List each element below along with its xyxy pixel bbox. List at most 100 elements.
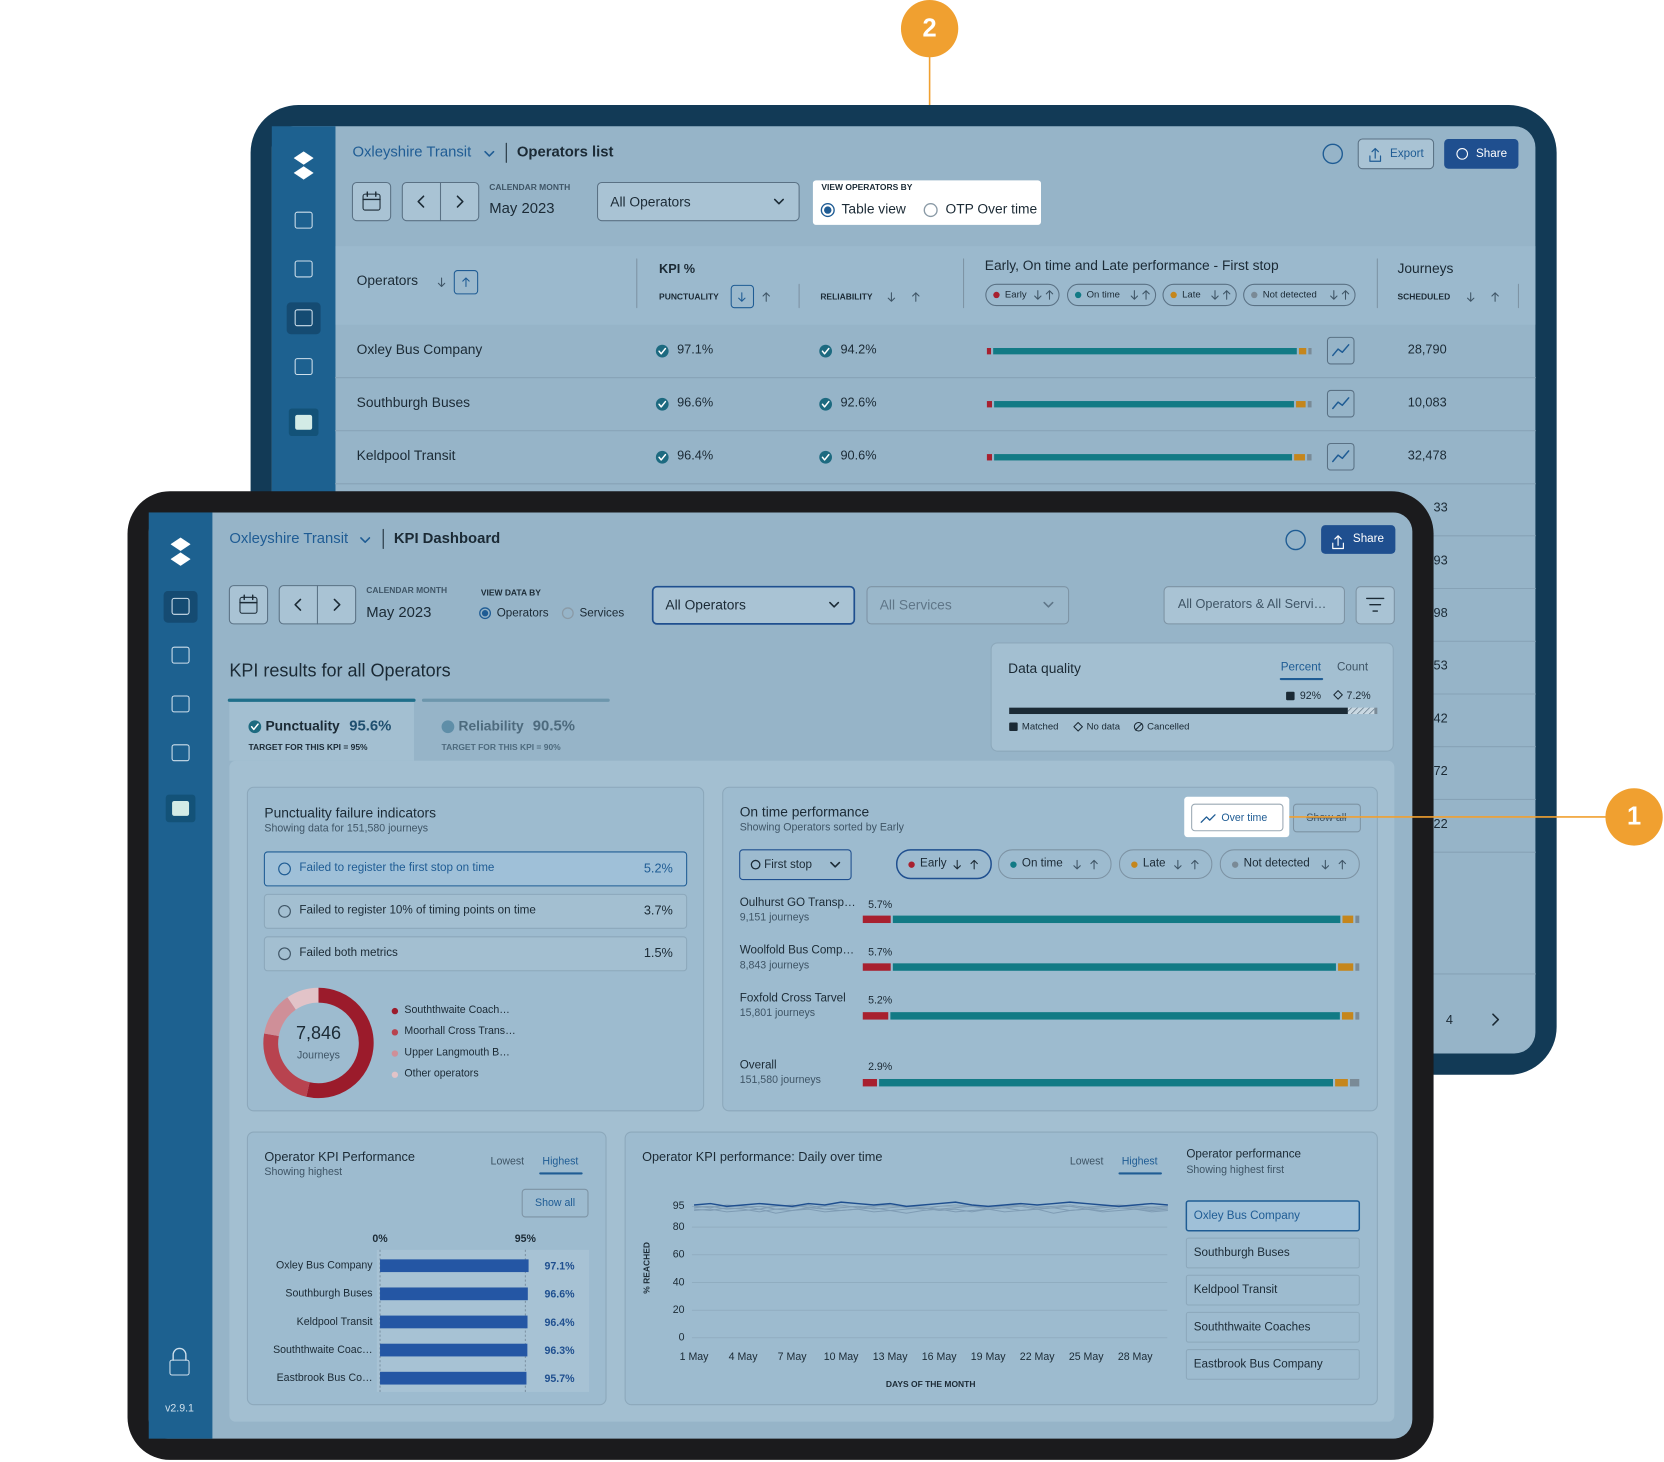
- radio: [923, 203, 938, 218]
- bar-segment: [892, 915, 1341, 924]
- calendar-button[interactable]: [351, 181, 392, 222]
- toggle-option[interactable]: Percent: [1281, 660, 1322, 673]
- scope-field[interactable]: [1163, 586, 1345, 625]
- reliability-value: 94.2%: [840, 341, 876, 356]
- over-time-button[interactable]: [1191, 803, 1284, 832]
- legend-swatch: [1009, 722, 1018, 731]
- bar: [380, 1343, 528, 1357]
- scheduled-value: 42: [1434, 710, 1448, 725]
- operator-list-item[interactable]: [1185, 1237, 1360, 1269]
- org-switcher[interactable]: Oxleyshire Transit: [352, 145, 472, 161]
- icon: [658, 400, 667, 408]
- early-value: 5.7%: [868, 947, 893, 959]
- toggle-option[interactable]: Lowest: [491, 1156, 525, 1168]
- nav-icon: [171, 597, 190, 615]
- scheduled-value: 22: [1434, 816, 1448, 831]
- sort-button[interactable]: [730, 284, 755, 309]
- sort-icon: [1174, 859, 1182, 870]
- toggle-option[interactable]: Highest: [542, 1156, 578, 1168]
- page-number[interactable]: 4: [1446, 1012, 1453, 1027]
- failure-item[interactable]: [263, 851, 688, 887]
- dot: [1010, 861, 1017, 868]
- sort-icon: [1466, 292, 1475, 302]
- bar-segment: [1355, 1012, 1360, 1020]
- trend-button[interactable]: [1326, 389, 1355, 418]
- radio-label[interactable]: OTP Over time: [946, 202, 1038, 217]
- legend-label: Upper Langmouth B…: [404, 1046, 509, 1058]
- quality-segment: [1347, 707, 1375, 715]
- toggle-option[interactable]: Count: [1337, 660, 1369, 673]
- kpi-tab-active[interactable]: [229, 700, 414, 761]
- legend-pill[interactable]: [1219, 849, 1360, 880]
- org-switcher[interactable]: Oxleyshire Transit: [229, 531, 349, 547]
- sort-icon: [762, 292, 770, 302]
- failure-item[interactable]: [263, 936, 688, 972]
- legend-pill[interactable]: [985, 283, 1060, 307]
- sort-icon: [1090, 859, 1098, 870]
- service-select[interactable]: [866, 586, 1070, 625]
- tab-value: 90.5%: [533, 719, 575, 735]
- stop-select[interactable]: [739, 849, 852, 881]
- operator-select[interactable]: [596, 181, 800, 222]
- legend-pill[interactable]: [1118, 849, 1213, 880]
- operator-list-item[interactable]: [1185, 1311, 1360, 1343]
- operator-list-item[interactable]: [1185, 1274, 1360, 1306]
- sort-icon: [1034, 290, 1042, 300]
- button-label: Show all: [1306, 812, 1346, 824]
- journey-count: 151,580 journeys: [740, 1074, 821, 1086]
- value-label: 97.1%: [544, 1261, 575, 1273]
- bar: [380, 1287, 528, 1301]
- scheduled-value: 28,790: [1408, 341, 1447, 356]
- x-tick-label: 0%: [372, 1233, 388, 1245]
- list-title: Operator performance: [1186, 1147, 1301, 1160]
- journey-count: 15,801 journeys: [740, 1007, 815, 1019]
- share-button[interactable]: [1321, 525, 1396, 554]
- scheduled-value: 93: [1434, 552, 1448, 567]
- legend-label: Early: [1005, 289, 1027, 300]
- legend-pill[interactable]: [1067, 283, 1157, 307]
- check-icon: [655, 397, 669, 411]
- sort-icon: [1142, 290, 1150, 300]
- legend-pill[interactable]: [1162, 283, 1237, 307]
- show-all-button[interactable]: [1292, 803, 1361, 833]
- early-value: 2.9%: [868, 1061, 893, 1073]
- kpi-tab[interactable]: [423, 702, 609, 761]
- sort-icon: [1222, 290, 1231, 300]
- operator-list-item[interactable]: [1185, 1200, 1361, 1232]
- icon: [1332, 344, 1350, 357]
- column-header: Early, On time and Late performance - Fi…: [985, 258, 1279, 273]
- trend-button[interactable]: [1326, 442, 1355, 471]
- bar-segment: [1342, 915, 1354, 924]
- toggle-option[interactable]: Lowest: [1070, 1156, 1104, 1168]
- sort-button[interactable]: [453, 270, 479, 295]
- category-label: Souththwaite Coac…: [273, 1344, 373, 1356]
- data-quality-value: 7.2%: [1347, 690, 1372, 702]
- toggle-option[interactable]: Highest: [1122, 1156, 1158, 1168]
- y-tick-label: 80: [673, 1221, 685, 1233]
- icon: [821, 453, 830, 461]
- operator-select[interactable]: [651, 585, 856, 625]
- share-button[interactable]: [1444, 138, 1519, 169]
- x-tick-label: 1 May: [680, 1351, 710, 1363]
- failure-item[interactable]: [263, 893, 688, 929]
- radio-label[interactable]: Operators: [497, 606, 549, 619]
- trend-button[interactable]: [1326, 336, 1355, 365]
- view-by-highlight: [812, 180, 1042, 225]
- bar: [380, 1371, 527, 1385]
- check-icon: [655, 344, 669, 358]
- legend-pill[interactable]: [1243, 283, 1356, 307]
- scheduled-value: 98: [1434, 605, 1448, 620]
- radio-label[interactable]: Services: [579, 606, 624, 619]
- radio-label[interactable]: Table view: [842, 202, 906, 217]
- bar: [380, 1315, 528, 1329]
- operator-list-item[interactable]: [1185, 1349, 1360, 1380]
- nav-active: [286, 302, 321, 335]
- show-all-button[interactable]: [521, 1188, 589, 1218]
- donut-segment: [264, 997, 297, 1037]
- legend-pill[interactable]: [895, 849, 992, 880]
- nav-icon: [294, 260, 313, 278]
- calendar-button[interactable]: [228, 585, 269, 625]
- icon: [1134, 723, 1143, 731]
- failure-label: Failed both metrics: [299, 946, 398, 959]
- legend-pill[interactable]: [998, 849, 1112, 880]
